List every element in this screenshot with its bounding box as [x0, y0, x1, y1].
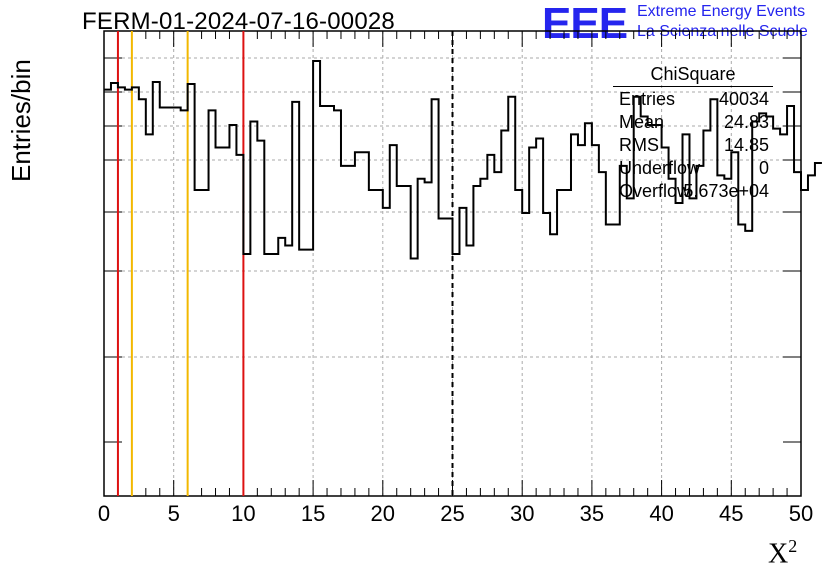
stat-value: 14.85: [723, 135, 769, 155]
x-tick-label: 15: [301, 501, 325, 526]
x-tick-label: 20: [371, 501, 395, 526]
x-tick-label: 10: [231, 501, 255, 526]
stat-key: Mean: [619, 112, 665, 132]
stat-value: 24.83: [723, 112, 769, 132]
stat-row-entries: Entries 40034: [613, 88, 773, 111]
stat-row-underflow: Underflow 0: [613, 157, 773, 180]
x-axis-label-exponent: 2: [788, 536, 798, 556]
logo-text-line1: Extreme Energy Events: [637, 3, 806, 20]
x-axis-label-base: X: [768, 538, 789, 570]
stat-row-overflow: Overflow 5.673e+04: [613, 180, 773, 203]
stat-value: 0: [758, 158, 769, 178]
x-tick-label: 50: [789, 501, 813, 526]
x-tick-label: 25: [440, 501, 464, 526]
x-tick-label: 0: [98, 501, 110, 526]
stat-value: 5.673e+04: [683, 181, 769, 201]
stat-key: RMS: [619, 135, 659, 155]
stat-value: 40034: [718, 89, 769, 109]
eee-logo: EEE: [542, 0, 628, 48]
x-tick-label: 45: [719, 501, 743, 526]
histogram-steps: [104, 60, 822, 260]
x-tick-label: 40: [649, 501, 673, 526]
x-axis-label: X2: [768, 536, 797, 570]
stats-title: ChiSquare: [613, 64, 773, 87]
x-tick-label: 30: [510, 501, 534, 526]
stat-row-rms: RMS 14.85: [613, 134, 773, 157]
stats-box: ChiSquare Entries 40034 Mean 24.83 RMS 1…: [613, 64, 773, 203]
stat-key: Underflow: [619, 158, 701, 178]
x-tick-label: 5: [168, 501, 180, 526]
stat-key: Overflow: [619, 181, 691, 201]
stat-key: Entries: [619, 89, 676, 109]
x-tick-label: 35: [580, 501, 604, 526]
stat-row-mean: Mean 24.83: [613, 111, 773, 134]
